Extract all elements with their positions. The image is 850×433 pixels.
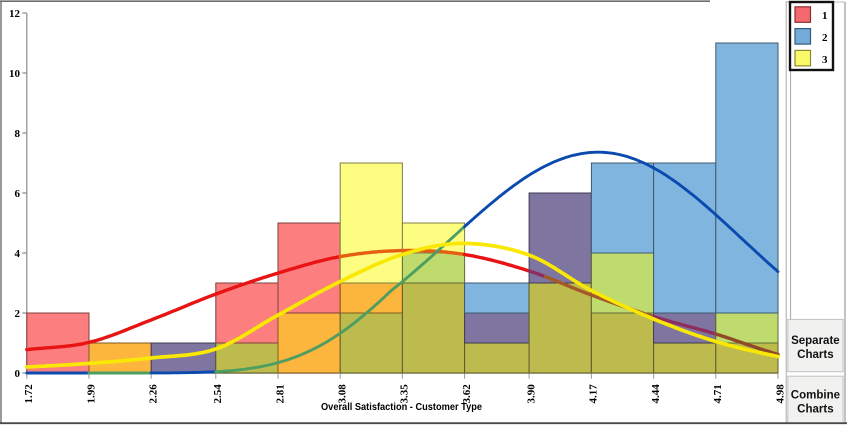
svg-text:12: 12 (9, 8, 21, 20)
svg-text:1: 1 (822, 10, 828, 22)
svg-text:2.81: 2.81 (274, 384, 286, 403)
svg-text:6: 6 (15, 188, 21, 200)
svg-text:4.17: 4.17 (588, 384, 600, 404)
svg-text:3.35: 3.35 (399, 384, 411, 404)
svg-text:Overall Satisfaction - Custome: Overall Satisfaction - Customer Type (321, 401, 482, 413)
svg-text:4.71: 4.71 (712, 384, 724, 403)
svg-text:2.26: 2.26 (148, 384, 160, 404)
svg-text:2.54: 2.54 (212, 384, 224, 404)
svg-text:0: 0 (15, 368, 21, 380)
svg-text:1.99: 1.99 (85, 384, 97, 404)
svg-text:3.62: 3.62 (461, 384, 473, 404)
svg-text:3.90: 3.90 (525, 384, 537, 404)
svg-text:3: 3 (822, 54, 828, 66)
svg-text:8: 8 (15, 128, 21, 140)
svg-text:Charts: Charts (797, 349, 833, 361)
svg-text:Separate: Separate (791, 335, 840, 347)
svg-text:2: 2 (822, 32, 828, 44)
svg-text:3.08: 3.08 (337, 384, 349, 404)
svg-text:4: 4 (15, 248, 21, 260)
svg-text:Combine: Combine (791, 390, 840, 402)
svg-text:4.98: 4.98 (774, 384, 786, 404)
svg-text:1.72: 1.72 (23, 384, 35, 404)
svg-text:4.44: 4.44 (650, 384, 662, 404)
svg-text:2: 2 (15, 308, 21, 320)
svg-text:10: 10 (9, 68, 21, 80)
svg-text:Charts: Charts (797, 403, 833, 415)
